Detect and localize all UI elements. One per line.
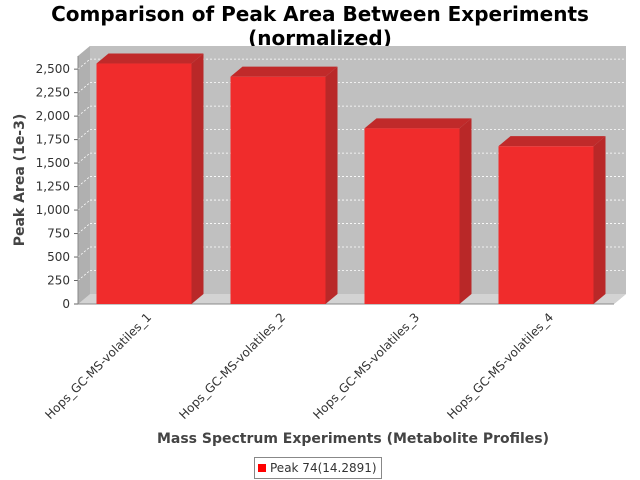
y-tick-label: 2,500 (36, 62, 70, 76)
bar-top (96, 53, 204, 64)
y-tick-label: 1,750 (36, 133, 70, 147)
plot-floor (78, 294, 626, 304)
y-axis-label: Peak Area (1e-3) (12, 113, 28, 247)
grid-line (77, 223, 91, 234)
legend: Peak 74(14.2891) (254, 457, 382, 479)
y-tick-label: 1,000 (36, 203, 70, 217)
x-tick-label: Hops_GC-MS-volatiles_4 (444, 310, 556, 422)
y-tick-label: 2,250 (36, 86, 70, 100)
plot-left-wall (78, 46, 90, 304)
y-tick-label: 750 (47, 227, 70, 241)
y-tick-label: 1,250 (36, 180, 70, 194)
bar (96, 63, 192, 304)
bar-top (364, 118, 472, 129)
y-tick-label: 500 (47, 250, 70, 264)
grid-line (77, 105, 91, 117)
bar-side (191, 53, 204, 304)
x-axis-label: Mass Spectrum Experiments (Metabolite Pr… (156, 431, 550, 447)
x-tick-label: Hops_GC-MS-volatiles_2 (176, 310, 288, 422)
bar (498, 146, 594, 304)
grid-line (77, 129, 91, 140)
plot-background (78, 46, 626, 304)
x-tick-label: Hops_GC-MS-volatiles_1 (42, 310, 154, 422)
bar-side (593, 136, 606, 304)
bar-side (459, 118, 472, 304)
bar-top (230, 66, 338, 77)
grid-line (77, 176, 91, 187)
chart-title: Comparison of Peak Area Between Experime… (0, 2, 640, 50)
bar-side (325, 66, 338, 305)
grid-line (77, 58, 91, 70)
bar (364, 128, 460, 304)
y-tick-label: 1,500 (36, 156, 70, 170)
legend-swatch (258, 464, 266, 472)
y-tick-label: 0 (62, 297, 70, 311)
grid-line (77, 270, 91, 281)
chart-title-line-1: Comparison of Peak Area Between Experime… (51, 2, 589, 26)
grid-line (77, 152, 91, 164)
grid-line (77, 82, 91, 93)
grid-line (77, 199, 91, 211)
bar (230, 76, 326, 305)
legend-label: Peak 74(14.2891) (270, 461, 377, 475)
grid-line (77, 246, 91, 258)
bar-top (498, 136, 606, 147)
x-tick-label: Hops_GC-MS-volatiles_3 (310, 310, 422, 422)
y-tick-label: 2,000 (36, 109, 70, 123)
y-tick-label: 250 (47, 274, 70, 288)
